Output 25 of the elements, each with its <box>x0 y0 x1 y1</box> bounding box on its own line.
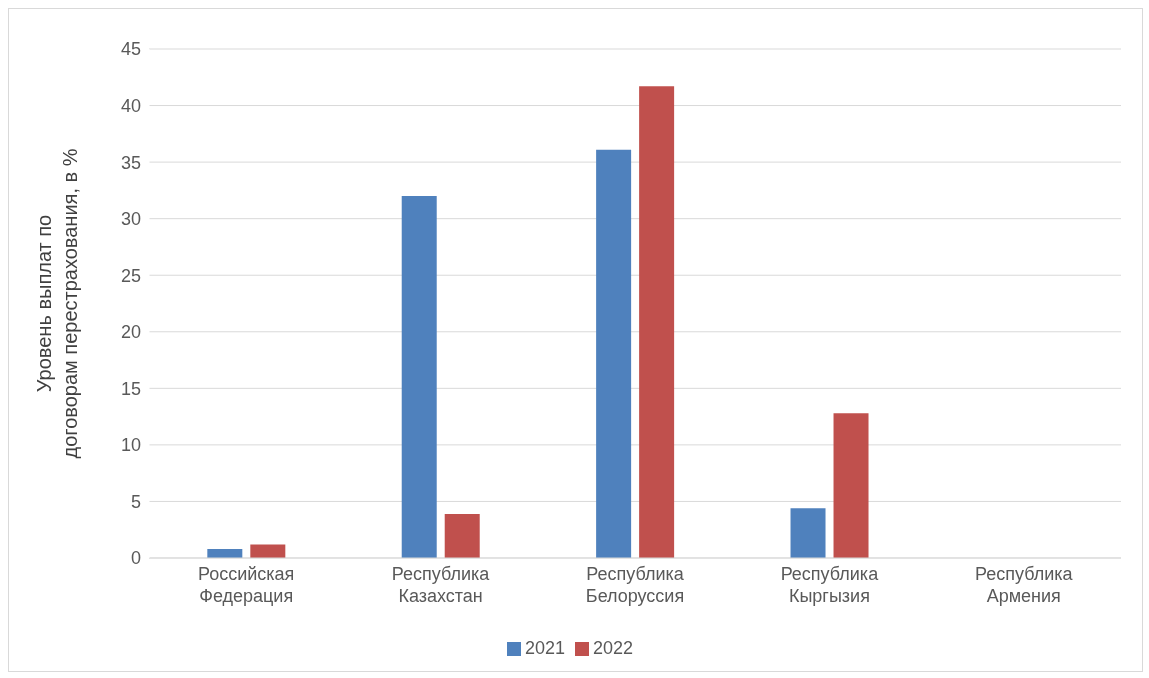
legend-label: 2021 <box>524 638 565 658</box>
y-tick-label: 45 <box>120 39 141 60</box>
y-tick-label: 40 <box>120 95 141 116</box>
x-tick-label: Республика Казахстан <box>391 564 491 606</box>
bar <box>833 413 869 558</box>
bar <box>639 86 675 558</box>
y-tick-label: 10 <box>120 435 141 456</box>
y-tick-label: 0 <box>130 548 141 569</box>
y-axis-title: Уровень выплат по договорам перестрахования, в % <box>33 148 81 459</box>
y-tick-label: 35 <box>120 152 141 173</box>
y-tick-label: 15 <box>120 378 141 399</box>
bar <box>444 513 480 558</box>
y-tick-label: 30 <box>120 209 141 230</box>
bar <box>596 149 632 558</box>
bar <box>401 196 437 558</box>
y-tick-label: 5 <box>130 491 141 512</box>
y-tick-label: 20 <box>120 322 141 343</box>
x-tick-label: Республика Кыргызия <box>780 564 880 606</box>
bar <box>790 508 826 558</box>
legend-label: 2022 <box>593 638 634 658</box>
x-tick-label: Республика Армения <box>975 564 1074 606</box>
y-tick-label: 25 <box>120 265 141 286</box>
bar <box>250 544 286 558</box>
x-tick-label: Российская Федерация <box>198 564 295 606</box>
x-tick-label: Республика Белоруссия <box>585 564 685 606</box>
